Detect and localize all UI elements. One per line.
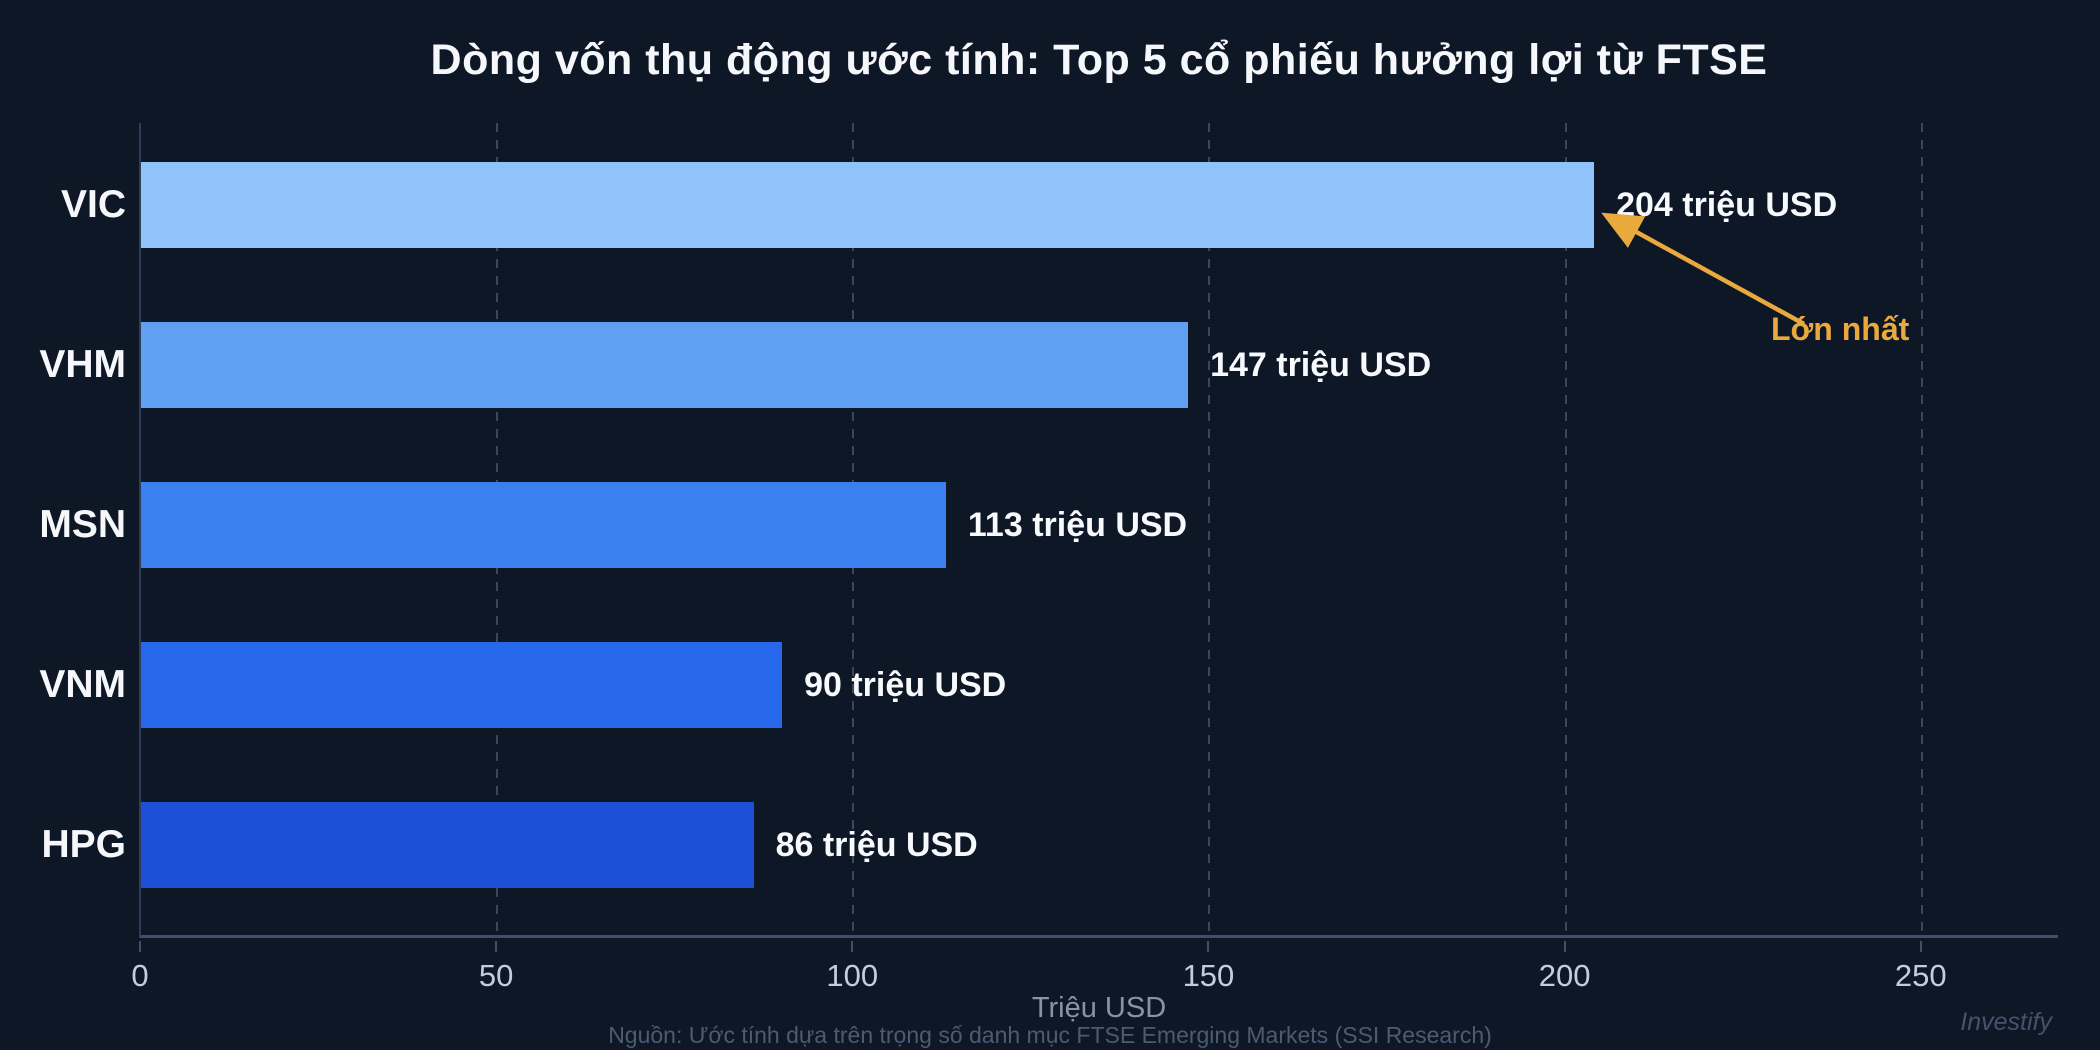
annotation-arrow <box>1601 212 1806 326</box>
value-label-VHM: 147 triệu USD <box>1210 346 1432 384</box>
category-label-HPG: HPG <box>41 823 126 866</box>
tick-label-150: 150 <box>1182 958 1235 993</box>
tick-label-50: 50 <box>478 958 514 993</box>
brand-watermark: Investify <box>1960 1008 2052 1036</box>
value-label-VIC: 204 triệu USD <box>1616 186 1838 224</box>
plot-area: Lớn nhất 204 triệu USD 147 triệu USD 113 t… <box>139 123 2058 938</box>
gridline-150 <box>1208 123 1211 935</box>
tick-mark-0 <box>139 941 141 952</box>
bar-VNM <box>141 642 783 728</box>
annotation-label: Lớn nhất <box>1771 311 1910 347</box>
category-label-MSN: MSN <box>39 503 126 546</box>
tick-mark-250 <box>1919 941 1922 952</box>
bar-MSN <box>141 482 946 568</box>
tick-mark-200 <box>1563 941 1566 952</box>
bar-VIC <box>141 162 1595 248</box>
tick-label-100: 100 <box>826 958 879 993</box>
value-label-VNM: 90 triệu USD <box>804 666 1007 704</box>
bar-VHM <box>141 322 1189 408</box>
gridline-200 <box>1564 123 1567 935</box>
tick-mark-50 <box>495 941 498 952</box>
category-label-VIC: VIC <box>60 183 126 226</box>
tick-label-0: 0 <box>131 958 149 993</box>
category-axis: VIC VHM MSN VNM HPG <box>0 123 126 938</box>
tick-mark-150 <box>1207 941 1210 952</box>
category-label-VNM: VNM <box>39 663 126 706</box>
chart-title: Dòng vốn thụ động ước tính: Top 5 cổ phi… <box>430 36 1768 84</box>
value-label-HPG: 86 triệu USD <box>775 826 978 864</box>
x-axis-title: Triệu USD <box>1031 992 1167 1024</box>
gridline-250 <box>1920 123 1923 935</box>
value-label-MSN: 113 triệu USD <box>967 506 1188 544</box>
tick-label-200: 200 <box>1538 958 1591 993</box>
tick-label-250: 250 <box>1894 958 1947 993</box>
source-note: Nguồn: Ước tính dựa trên trọng số danh m… <box>608 1022 1492 1048</box>
category-label-VHM: VHM <box>39 343 126 386</box>
bar-HPG <box>141 802 754 888</box>
tick-mark-100 <box>851 941 854 952</box>
